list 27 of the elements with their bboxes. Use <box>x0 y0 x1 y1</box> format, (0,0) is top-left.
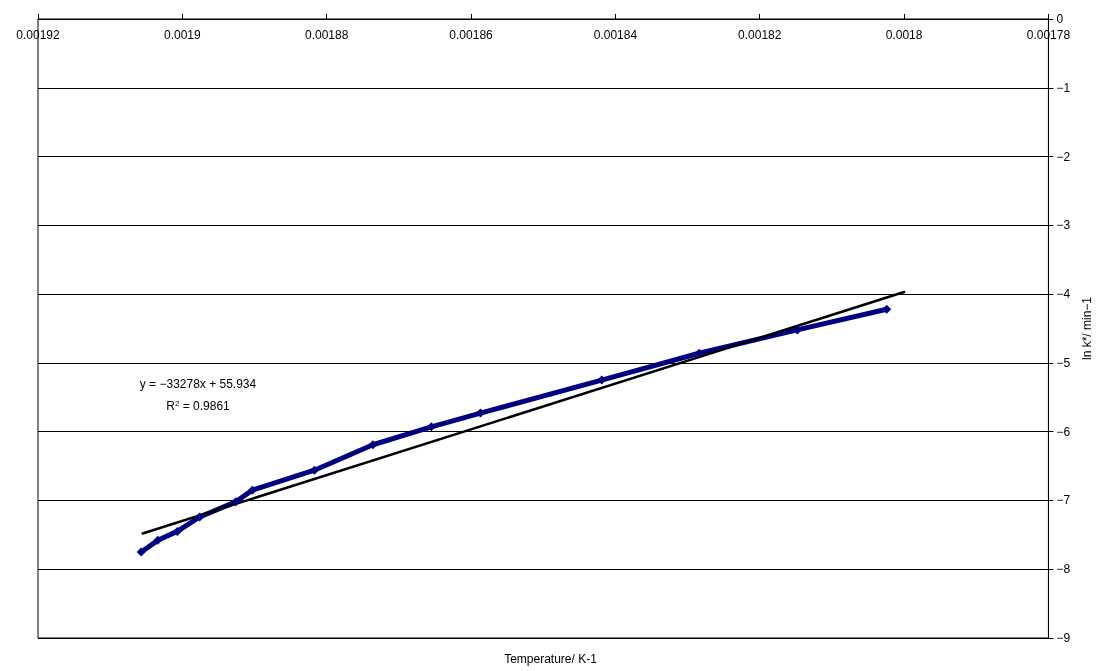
x-tick-label: 0.00182 <box>738 28 782 42</box>
point <box>426 422 436 432</box>
y-tick-label: −8 <box>1056 562 1071 577</box>
x-tick-label: 0.0018 <box>885 28 923 42</box>
x-tick-label: 0.00186 <box>449 28 494 42</box>
y-tick-label: −6 <box>1056 424 1071 439</box>
point <box>136 547 146 557</box>
x-tick-label: 0.00192 <box>16 28 61 42</box>
y-tick-label: −5 <box>1056 355 1071 370</box>
y-tick-label: −1 <box>1056 80 1071 95</box>
y-tick-label: −9 <box>1056 631 1071 645</box>
y-axis-title: ln k*/ min−1 <box>1080 296 1094 361</box>
point <box>153 535 163 545</box>
point <box>247 485 257 495</box>
annotation: y = −33278x + 55.934 <box>139 377 257 391</box>
x-tick-label: 0.00188 <box>305 28 349 42</box>
y-tick-label: −7 <box>1056 493 1071 508</box>
y-tick-label: −2 <box>1056 149 1071 164</box>
point <box>172 526 182 536</box>
x-tick-label: 0.00184 <box>593 28 638 42</box>
y-tick-label: −4 <box>1056 287 1071 302</box>
y-tick-label: 0 <box>1056 12 1064 26</box>
x-tick-label: 0.0019 <box>163 28 202 42</box>
x-axis-title: Temperature/ K-1 <box>504 652 598 666</box>
y-tick-label: −3 <box>1056 218 1071 233</box>
point <box>231 497 241 507</box>
point <box>882 304 892 314</box>
